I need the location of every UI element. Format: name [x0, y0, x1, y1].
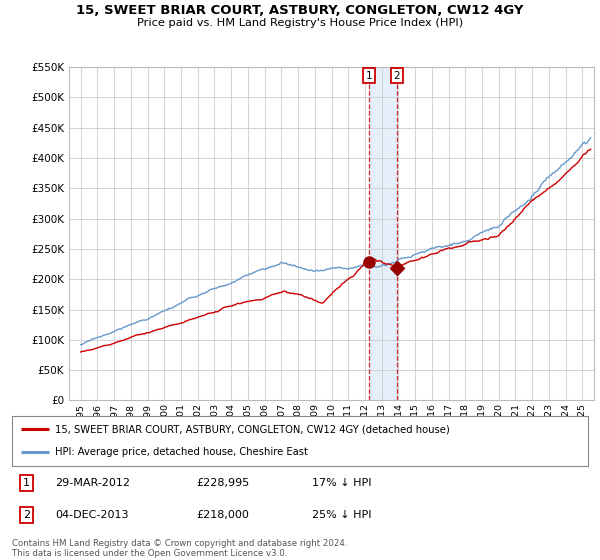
- Text: 1: 1: [23, 478, 30, 488]
- Bar: [369, 67, 397, 400]
- Text: Price paid vs. HM Land Registry's House Price Index (HPI): Price paid vs. HM Land Registry's House …: [137, 18, 463, 28]
- Text: 29-MAR-2012: 29-MAR-2012: [55, 478, 130, 488]
- Text: £218,000: £218,000: [196, 510, 249, 520]
- Text: HPI: Average price, detached house, Cheshire East: HPI: Average price, detached house, Ches…: [55, 447, 308, 458]
- Text: 15, SWEET BRIAR COURT, ASTBURY, CONGLETON, CW12 4GY (detached house): 15, SWEET BRIAR COURT, ASTBURY, CONGLETO…: [55, 424, 450, 434]
- Text: Contains HM Land Registry data © Crown copyright and database right 2024.
This d: Contains HM Land Registry data © Crown c…: [12, 539, 347, 558]
- Text: 04-DEC-2013: 04-DEC-2013: [55, 510, 128, 520]
- Text: 1: 1: [366, 71, 373, 81]
- Text: 15, SWEET BRIAR COURT, ASTBURY, CONGLETON, CW12 4GY: 15, SWEET BRIAR COURT, ASTBURY, CONGLETO…: [76, 4, 524, 17]
- Text: 2: 2: [394, 71, 400, 81]
- Text: 17% ↓ HPI: 17% ↓ HPI: [311, 478, 371, 488]
- Text: 2: 2: [23, 510, 30, 520]
- Text: £228,995: £228,995: [196, 478, 250, 488]
- Text: 25% ↓ HPI: 25% ↓ HPI: [311, 510, 371, 520]
